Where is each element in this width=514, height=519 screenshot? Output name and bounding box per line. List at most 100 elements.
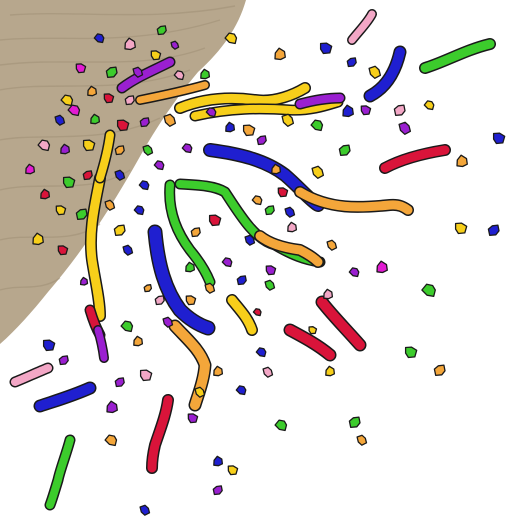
confetti-dot	[225, 121, 236, 133]
confetti-dot	[398, 121, 412, 135]
confetti-dot	[236, 275, 247, 286]
streamer	[294, 92, 346, 110]
confetti-dot	[277, 187, 289, 198]
confetti-dot	[42, 339, 56, 352]
confetti-dot	[213, 365, 224, 377]
confetti-dot	[187, 413, 199, 424]
confetti-dot	[58, 355, 69, 366]
confetti-dot	[252, 308, 262, 317]
confetti-dot	[221, 257, 233, 268]
confetti-dot	[32, 232, 44, 246]
wood-grain-line	[0, 47, 206, 66]
confetti-dot	[251, 195, 263, 206]
confetti-dot	[143, 284, 153, 293]
confetti-dot	[212, 485, 223, 496]
streamer	[363, 45, 407, 103]
confetti-dot	[139, 369, 153, 382]
confetti-dot	[262, 366, 274, 378]
confetti-dot	[348, 267, 360, 278]
confetti-dot	[185, 261, 196, 273]
streamer	[147, 224, 216, 336]
streamer	[315, 295, 367, 352]
wood-grain-line	[0, 277, 61, 291]
confetti-dot	[25, 163, 36, 175]
confetti-dot	[57, 245, 69, 256]
streamer	[379, 144, 451, 174]
confetti-dot	[139, 117, 150, 128]
wood-grain-line	[0, 69, 191, 91]
confetti-dot	[271, 163, 282, 175]
confetti-dot	[120, 320, 134, 333]
confetti-dot	[274, 47, 286, 61]
confetti-dot	[60, 143, 71, 155]
confetti-dot	[423, 100, 435, 111]
streamer	[294, 186, 414, 216]
confetti-dot	[311, 165, 325, 179]
streamer	[226, 294, 258, 336]
confetti-dot	[67, 104, 81, 117]
confetti-dot	[205, 107, 217, 118]
confetti-dot	[319, 42, 333, 55]
streamer	[283, 323, 337, 362]
confetti-dot	[181, 143, 193, 154]
confetti-dot	[274, 419, 288, 432]
confetti-dot	[133, 335, 144, 347]
confetti-dot	[40, 188, 51, 200]
streamer	[84, 172, 106, 322]
confetti-dot	[492, 132, 506, 145]
confetti-dot	[325, 365, 336, 377]
confetti-dot	[150, 50, 162, 61]
confetti-dot	[104, 434, 118, 447]
confetti-dot	[454, 222, 468, 235]
confetti-dot	[264, 205, 275, 216]
streamer	[94, 129, 116, 184]
confetti-dot	[138, 180, 150, 191]
wood-grain-line	[0, 117, 161, 141]
confetti-dot	[114, 377, 125, 388]
confetti-dot	[116, 119, 130, 132]
confetti-dot	[124, 95, 135, 106]
confetti-dot	[487, 224, 500, 237]
confetti-dot	[173, 70, 185, 81]
confetti-dot	[433, 364, 446, 377]
confetti-dot	[323, 288, 334, 300]
confetti-dot	[122, 244, 134, 256]
confetti-dot	[356, 434, 368, 446]
confetti-dot	[153, 160, 165, 171]
confetti-dot	[82, 170, 93, 181]
confetti-dot	[244, 234, 256, 246]
confetti-dot	[37, 139, 51, 152]
confetti-dot	[104, 199, 116, 211]
confetti-dot	[133, 205, 145, 216]
confetti-dot	[54, 114, 66, 126]
confetti-dot	[190, 227, 201, 238]
streamer	[135, 80, 210, 105]
confetti-dot	[194, 386, 206, 398]
confetti-dot	[242, 124, 256, 137]
confetti-dot	[256, 135, 267, 146]
confetti-dot	[82, 139, 96, 152]
confetti-dot	[200, 68, 211, 80]
confetti-dot	[139, 504, 151, 516]
confetti-dot	[308, 326, 318, 335]
confetti-dot	[213, 455, 224, 467]
confetti-dot	[360, 105, 372, 116]
streamer	[9, 362, 54, 388]
confetti-dot	[265, 265, 277, 276]
confetti-dot	[105, 66, 118, 79]
confetti-dot	[287, 221, 298, 233]
confetti-dot	[162, 316, 174, 328]
confetti-dot	[114, 145, 125, 156]
confetti-dot	[106, 400, 118, 414]
streamer	[116, 56, 176, 94]
streamer	[33, 381, 97, 413]
confetti-dot	[348, 416, 361, 429]
streamer	[164, 179, 216, 288]
confetti-dot-group	[25, 25, 506, 516]
streamer-group	[9, 9, 496, 511]
confetti-dot	[376, 260, 388, 274]
confetti-dot	[404, 346, 418, 359]
streamer	[174, 82, 311, 114]
streamer	[347, 9, 377, 45]
